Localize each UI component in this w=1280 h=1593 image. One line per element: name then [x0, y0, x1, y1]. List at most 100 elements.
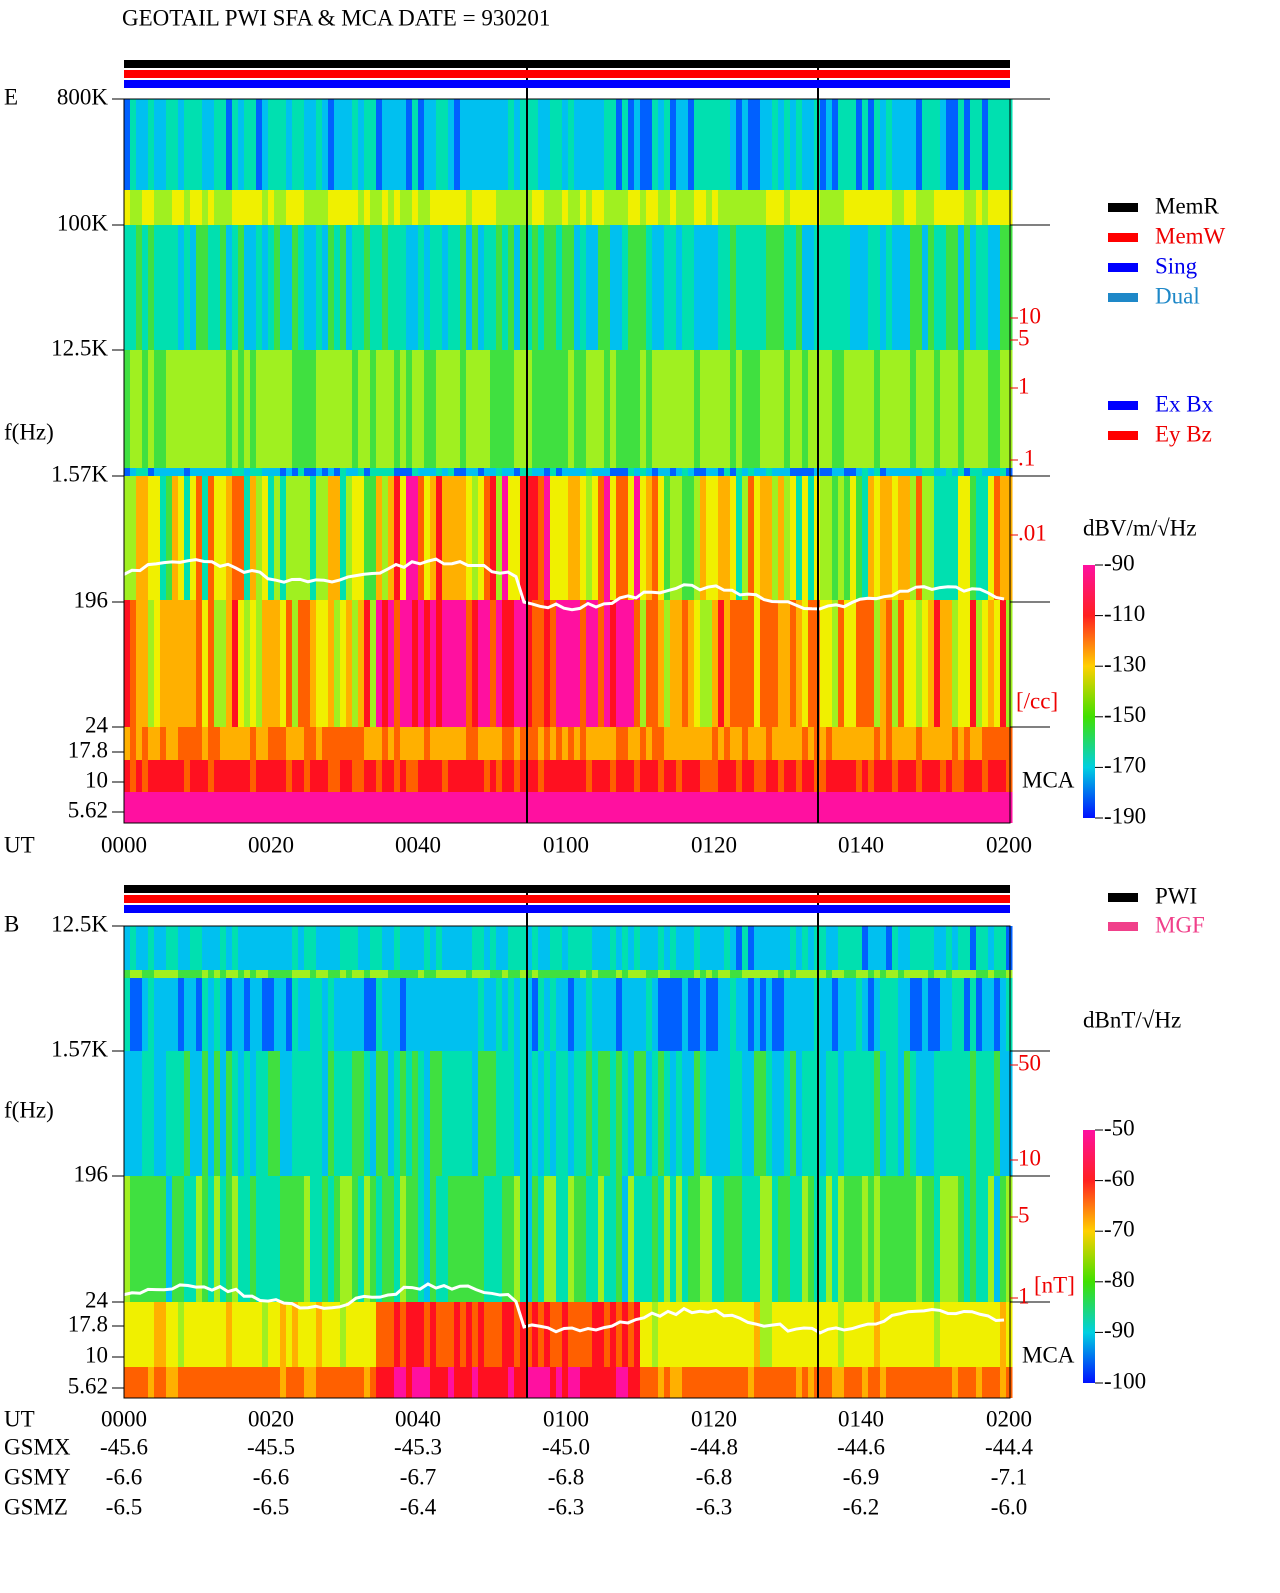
spectrogram-cell — [832, 350, 839, 468]
spectrogram-cell — [874, 760, 881, 792]
spectrogram-cell — [646, 1302, 653, 1367]
spectrogram-cell — [496, 600, 503, 727]
spectrogram-cell — [202, 99, 209, 190]
spectrogram-cell — [346, 190, 353, 225]
spectrogram-cell — [1000, 468, 1007, 476]
spectrogram-cell — [316, 970, 323, 978]
spectrogram-cell — [430, 476, 437, 600]
spectrogram-cell — [850, 600, 857, 727]
spectrogram-cell — [346, 350, 353, 468]
spectrogram-cell — [820, 970, 827, 978]
spectrogram-cell — [280, 978, 287, 1051]
spectrogram-cell — [460, 792, 467, 823]
spectrogram-cell — [892, 476, 899, 600]
spectrogram-cell — [532, 468, 539, 476]
spectrogram-cell — [706, 1051, 713, 1176]
spectrogram-cell — [664, 970, 671, 978]
spectrogram-cell — [160, 978, 167, 1051]
spectrogram-cell — [130, 970, 137, 978]
x-tick-label: 0140 — [838, 832, 884, 857]
spectrogram-cell — [904, 1176, 911, 1302]
spectrogram-cell — [286, 190, 293, 225]
spectrogram-cell — [160, 970, 167, 978]
spectrogram-cell — [250, 476, 257, 600]
spectrogram-cell — [958, 978, 965, 1051]
spectrogram-cell — [208, 225, 215, 350]
spectrogram-cell — [826, 350, 833, 468]
spectrogram-cell — [946, 926, 953, 970]
spectrogram-cell — [640, 99, 647, 190]
spectrogram-cell — [604, 970, 611, 978]
spectrogram-cell — [718, 727, 725, 760]
spectrogram-cell — [808, 600, 815, 727]
spectrogram-cell — [124, 99, 131, 190]
spectrogram-cell — [910, 760, 917, 792]
spectrogram-cell — [328, 350, 335, 468]
spectrogram-cell — [652, 727, 659, 760]
spectrogram-cell — [652, 978, 659, 1051]
spectrogram-cell — [784, 926, 791, 970]
spectrogram-cell — [436, 468, 443, 476]
spectrogram-cell — [424, 970, 431, 978]
spectrogram-cell — [796, 727, 803, 760]
spectrogram-cell — [172, 1302, 179, 1367]
spectrogram-cell — [478, 970, 485, 978]
spectrogram-cell — [412, 600, 419, 727]
spectrogram-cell — [244, 978, 251, 1051]
spectrogram-cell — [244, 225, 251, 350]
spectrogram-cell — [658, 476, 665, 600]
spectrogram-cell — [610, 225, 617, 350]
spectrogram-cell — [412, 1176, 419, 1302]
spectrogram-cell — [370, 476, 377, 600]
spectrogram-cell — [964, 476, 971, 600]
spectrogram-cell — [574, 970, 581, 978]
spectrogram-cell — [304, 760, 311, 792]
spectrogram-cell — [262, 978, 269, 1051]
spectrogram-cell — [802, 1367, 809, 1398]
spectrogram-cell — [652, 476, 659, 600]
spectrogram-cell — [736, 978, 743, 1051]
spectrogram-cell — [322, 792, 329, 823]
spectrogram-cell — [130, 99, 137, 190]
spectrogram-cell — [850, 1302, 857, 1367]
spectrogram-cell — [346, 727, 353, 760]
spectrogram-cell — [412, 476, 419, 600]
spectrogram-cell — [280, 1367, 287, 1398]
spectrogram-cell — [184, 926, 191, 970]
spectrogram-cell — [604, 1302, 611, 1367]
spectrogram-cell — [184, 1302, 191, 1367]
spectrogram-cell — [340, 926, 347, 970]
spectrogram-cell — [616, 600, 623, 727]
spectrogram-cell — [484, 727, 491, 760]
spectrogram-cell — [664, 190, 671, 225]
spectrogram-cell — [958, 926, 965, 970]
spectrogram-cell — [796, 1302, 803, 1367]
spectrogram-cell — [1006, 1302, 1013, 1367]
spectrogram-cell — [490, 1367, 497, 1398]
spectrogram-cell — [298, 792, 305, 823]
spectrogram-cell — [178, 792, 185, 823]
spectrogram-cell — [496, 760, 503, 792]
spectrogram-cell — [352, 225, 359, 350]
spectrogram-cell — [508, 978, 515, 1051]
spectrogram-cell — [838, 476, 845, 600]
spectrogram-cell — [358, 476, 365, 600]
spectrogram-cell — [778, 99, 785, 190]
spectrogram-cell — [286, 99, 293, 190]
spectrogram-cell — [160, 350, 167, 468]
spectrogram-cell — [670, 468, 677, 476]
spectrogram-cell — [880, 350, 887, 468]
spectrogram-cell — [334, 926, 341, 970]
spectrogram-cell — [562, 350, 569, 468]
spectrogram-cell — [580, 350, 587, 468]
spectrogram-cell — [730, 600, 737, 727]
spectrogram-cell — [316, 926, 323, 970]
spectrogram-cell — [874, 468, 881, 476]
spectrogram-cell — [874, 600, 881, 727]
spectrogram-cell — [862, 760, 869, 792]
spectrogram-cell — [778, 760, 785, 792]
spectrogram-cell — [724, 225, 731, 350]
spectrogram-cell — [520, 760, 527, 792]
spectrogram-cell — [280, 190, 287, 225]
spectrogram-cell — [418, 99, 425, 190]
